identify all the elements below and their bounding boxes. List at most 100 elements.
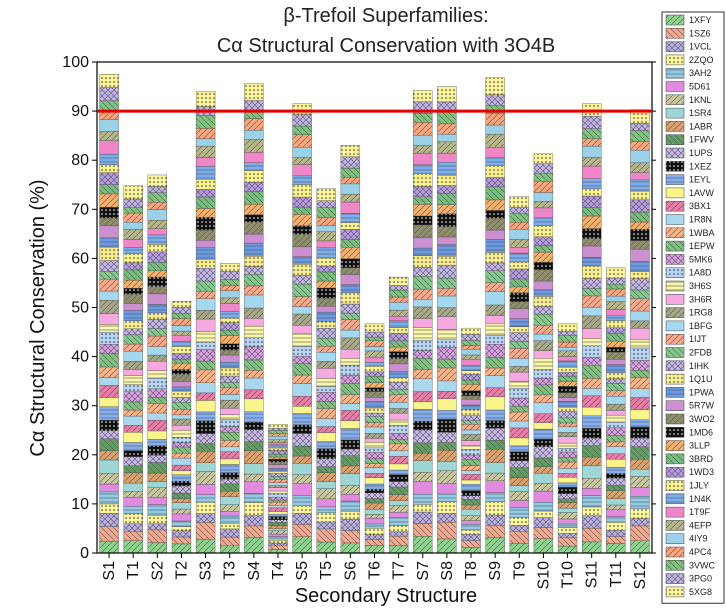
bar-segment-pattern-S8-2ZQO: [437, 501, 457, 514]
bar-segment-S4-5D61: [244, 481, 264, 494]
legend-swatch-1R8N: [665, 214, 685, 225]
bar-segment-T7-1AVW: [388, 463, 409, 471]
bar-segment-pattern-S9-1WD3: [485, 177, 505, 187]
bar-segment-S8-1SR4: [437, 461, 457, 471]
legend-label-4IY9: 4IY9: [689, 534, 708, 544]
bar-segment-pattern-T11-1KNL: [606, 505, 626, 510]
bar-segment-T10-4IY9: [557, 346, 578, 352]
bar-segment-pattern-S9-1VCL: [485, 515, 505, 526]
bar-segment-pattern-T3-1MD6: [220, 343, 240, 351]
legend-swatch-pattern-1XFY: [666, 15, 684, 25]
bar-segment-pattern-S11-1EYL: [582, 415, 602, 429]
legend-label-1T9F: 1T9F: [689, 507, 711, 517]
bar-segment-S3-5D61: [195, 484, 216, 495]
bar-stack-T8: [461, 327, 481, 554]
bar-segment-pattern-T9-1WBA: [509, 412, 529, 421]
bar-segment-S8-5D61: [437, 483, 457, 495]
bar-segment-S5-4IY9: [292, 147, 312, 158]
bar-segment-pattern-T6-1ABR: [365, 502, 384, 510]
bar-segment-pattern-T7-1SZ6: [389, 536, 409, 546]
bar-segment-pattern-S6-1IHK: [340, 304, 360, 314]
bar-segment-pattern-S8-1ABR: [437, 450, 457, 462]
bar-segment-pattern-S7-1IJT: [413, 289, 433, 300]
bar-segment-S10-4IY9: [533, 192, 554, 202]
bar-segment-pattern-T6-1N4K: [365, 362, 384, 367]
bar-segment-pattern-S8-1Q1U: [437, 256, 457, 266]
bar-segment-pattern-S10-1A8D: [533, 369, 553, 379]
bar-segment-pattern-T9-3BX1: [509, 427, 529, 438]
bar-segment-S8-1AVW: [437, 398, 457, 411]
legend-label-3PG0: 3PG0: [689, 574, 712, 584]
bar-segment-pattern-T8-3BRD: [461, 379, 481, 385]
bar-segment-pattern-S3-1ABR: [196, 451, 216, 463]
bar-segment-pattern-S5-1WBA: [292, 375, 312, 384]
bar-segment-pattern-S7-5MK6: [413, 350, 433, 359]
bar-segment-pattern-S2-1MD6: [147, 277, 167, 287]
x-tick-label-T11: T11: [608, 561, 625, 587]
bar-segment-pattern-S5-1FWV: [292, 446, 312, 456]
bar-segment-pattern-S4-2FDB: [244, 274, 264, 286]
y-tick-label: 100: [62, 54, 89, 71]
bar-segment-pattern-T1-1SZ6: [123, 531, 143, 541]
bar-segment-T7-4IY9: [388, 302, 409, 311]
x-tick-label-S11: S11: [584, 561, 601, 588]
legend-swatch-pattern-1WBA: [666, 227, 684, 238]
bar-segment-pattern-T4-1IHK: [268, 473, 288, 477]
bar-segment-pattern-T10-1WD3: [558, 372, 578, 377]
bar-segment-pattern-S6-3PG0: [340, 156, 360, 169]
bar-segment-pattern-S2-1SZ6: [147, 529, 167, 543]
bar-segment-pattern-S3-3VWC: [196, 115, 216, 129]
bar-segment-pattern-T11-1N4K: [606, 315, 626, 321]
bar-segment-pattern-S12-1ABR: [630, 459, 650, 470]
bar-segment-pattern-T1-4PC4: [123, 213, 143, 223]
bar-segment-S10-3H6R: [533, 350, 554, 359]
legend-label-1A8D: 1A8D: [689, 268, 712, 278]
bar-segment-pattern-T7-1FWV: [389, 486, 409, 495]
bar-segment-pattern-S3-5MK6: [196, 349, 216, 362]
bar-segment-pattern-T5-1MD6: [316, 288, 336, 299]
legend-label-1BFG: 1BFG: [689, 321, 713, 331]
bar-segment-T3-5R7W: [220, 354, 240, 363]
bar-segment-pattern-S11-1VCL: [582, 515, 602, 529]
bar-segment-pattern-T8-2ZQO: [461, 529, 481, 535]
bar-segment-pattern-S9-5MK6: [485, 344, 505, 358]
bar-segment-pattern-T5-1RG8: [316, 361, 336, 369]
bar-segment-pattern-T5-3VWC: [316, 207, 336, 218]
bar-segment-pattern-T4-1UPS: [268, 519, 288, 523]
bar-segment-pattern-T8-2FDB: [461, 420, 481, 425]
bar-segment-pattern-S6-1N4K: [340, 213, 360, 223]
bar-segment-pattern-T2-1IHK: [171, 397, 191, 403]
bar-segment-pattern-S11-1IHK: [582, 278, 602, 289]
bar-segment-pattern-T5-1IJT: [316, 346, 336, 353]
bar-segment-pattern-T9-1RG8: [509, 366, 529, 373]
legend-label-1IHK: 1IHK: [689, 361, 709, 371]
bar-segment-pattern-T1-1JLY: [123, 253, 143, 263]
bar-segment-pattern-T10-3H6S: [558, 443, 578, 449]
bar-segment-S5-1T9F: [292, 164, 312, 177]
bar-segment-pattern-S5-5MK6: [292, 356, 312, 364]
bar-segment-pattern-T1-1A8D: [123, 384, 143, 392]
bar-segment-pattern-T1-3WO2: [123, 294, 143, 304]
legend-label-1R8N: 1R8N: [689, 215, 712, 225]
bar-segment-pattern-S12-1KNL: [630, 476, 650, 488]
bar-segment-pattern-T1-3PG0: [123, 198, 143, 208]
bar-segment-pattern-S10-1RG8: [533, 340, 553, 351]
bar-segment-S7-1BFG: [413, 299, 433, 308]
bar-segment-pattern-T2-1RG8: [171, 418, 191, 426]
bar-segment-T6-5R7W: [364, 397, 385, 402]
bar-segment-pattern-T9-3WO2: [509, 301, 529, 309]
bar-segment-pattern-S10-4EFP: [533, 201, 553, 208]
bar-segment-pattern-T6-2FDB: [365, 416, 384, 423]
bar-segment-pattern-T6-1EYL: [365, 484, 384, 490]
bar-segment-pattern-T11-4EFP: [606, 301, 626, 310]
bar-segment-pattern-T8-1IHK: [461, 415, 481, 421]
x-tick-label-S8: S8: [439, 561, 456, 581]
bar-segment-pattern-S7-1EYL: [413, 409, 433, 422]
bar-segment-pattern-S7-1WBA: [413, 369, 433, 379]
bar-segment-pattern-T11-1Q1U: [606, 372, 626, 379]
bar-segment-pattern-T2-3WO2: [171, 374, 191, 382]
bar-segment-S1-1R8N: [99, 377, 119, 386]
bar-segment-pattern-T9-1XEZ: [509, 451, 529, 461]
bar-segment-T1-1SR4: [123, 482, 143, 492]
bar-segment-pattern-S2-1Q1U: [147, 312, 167, 320]
